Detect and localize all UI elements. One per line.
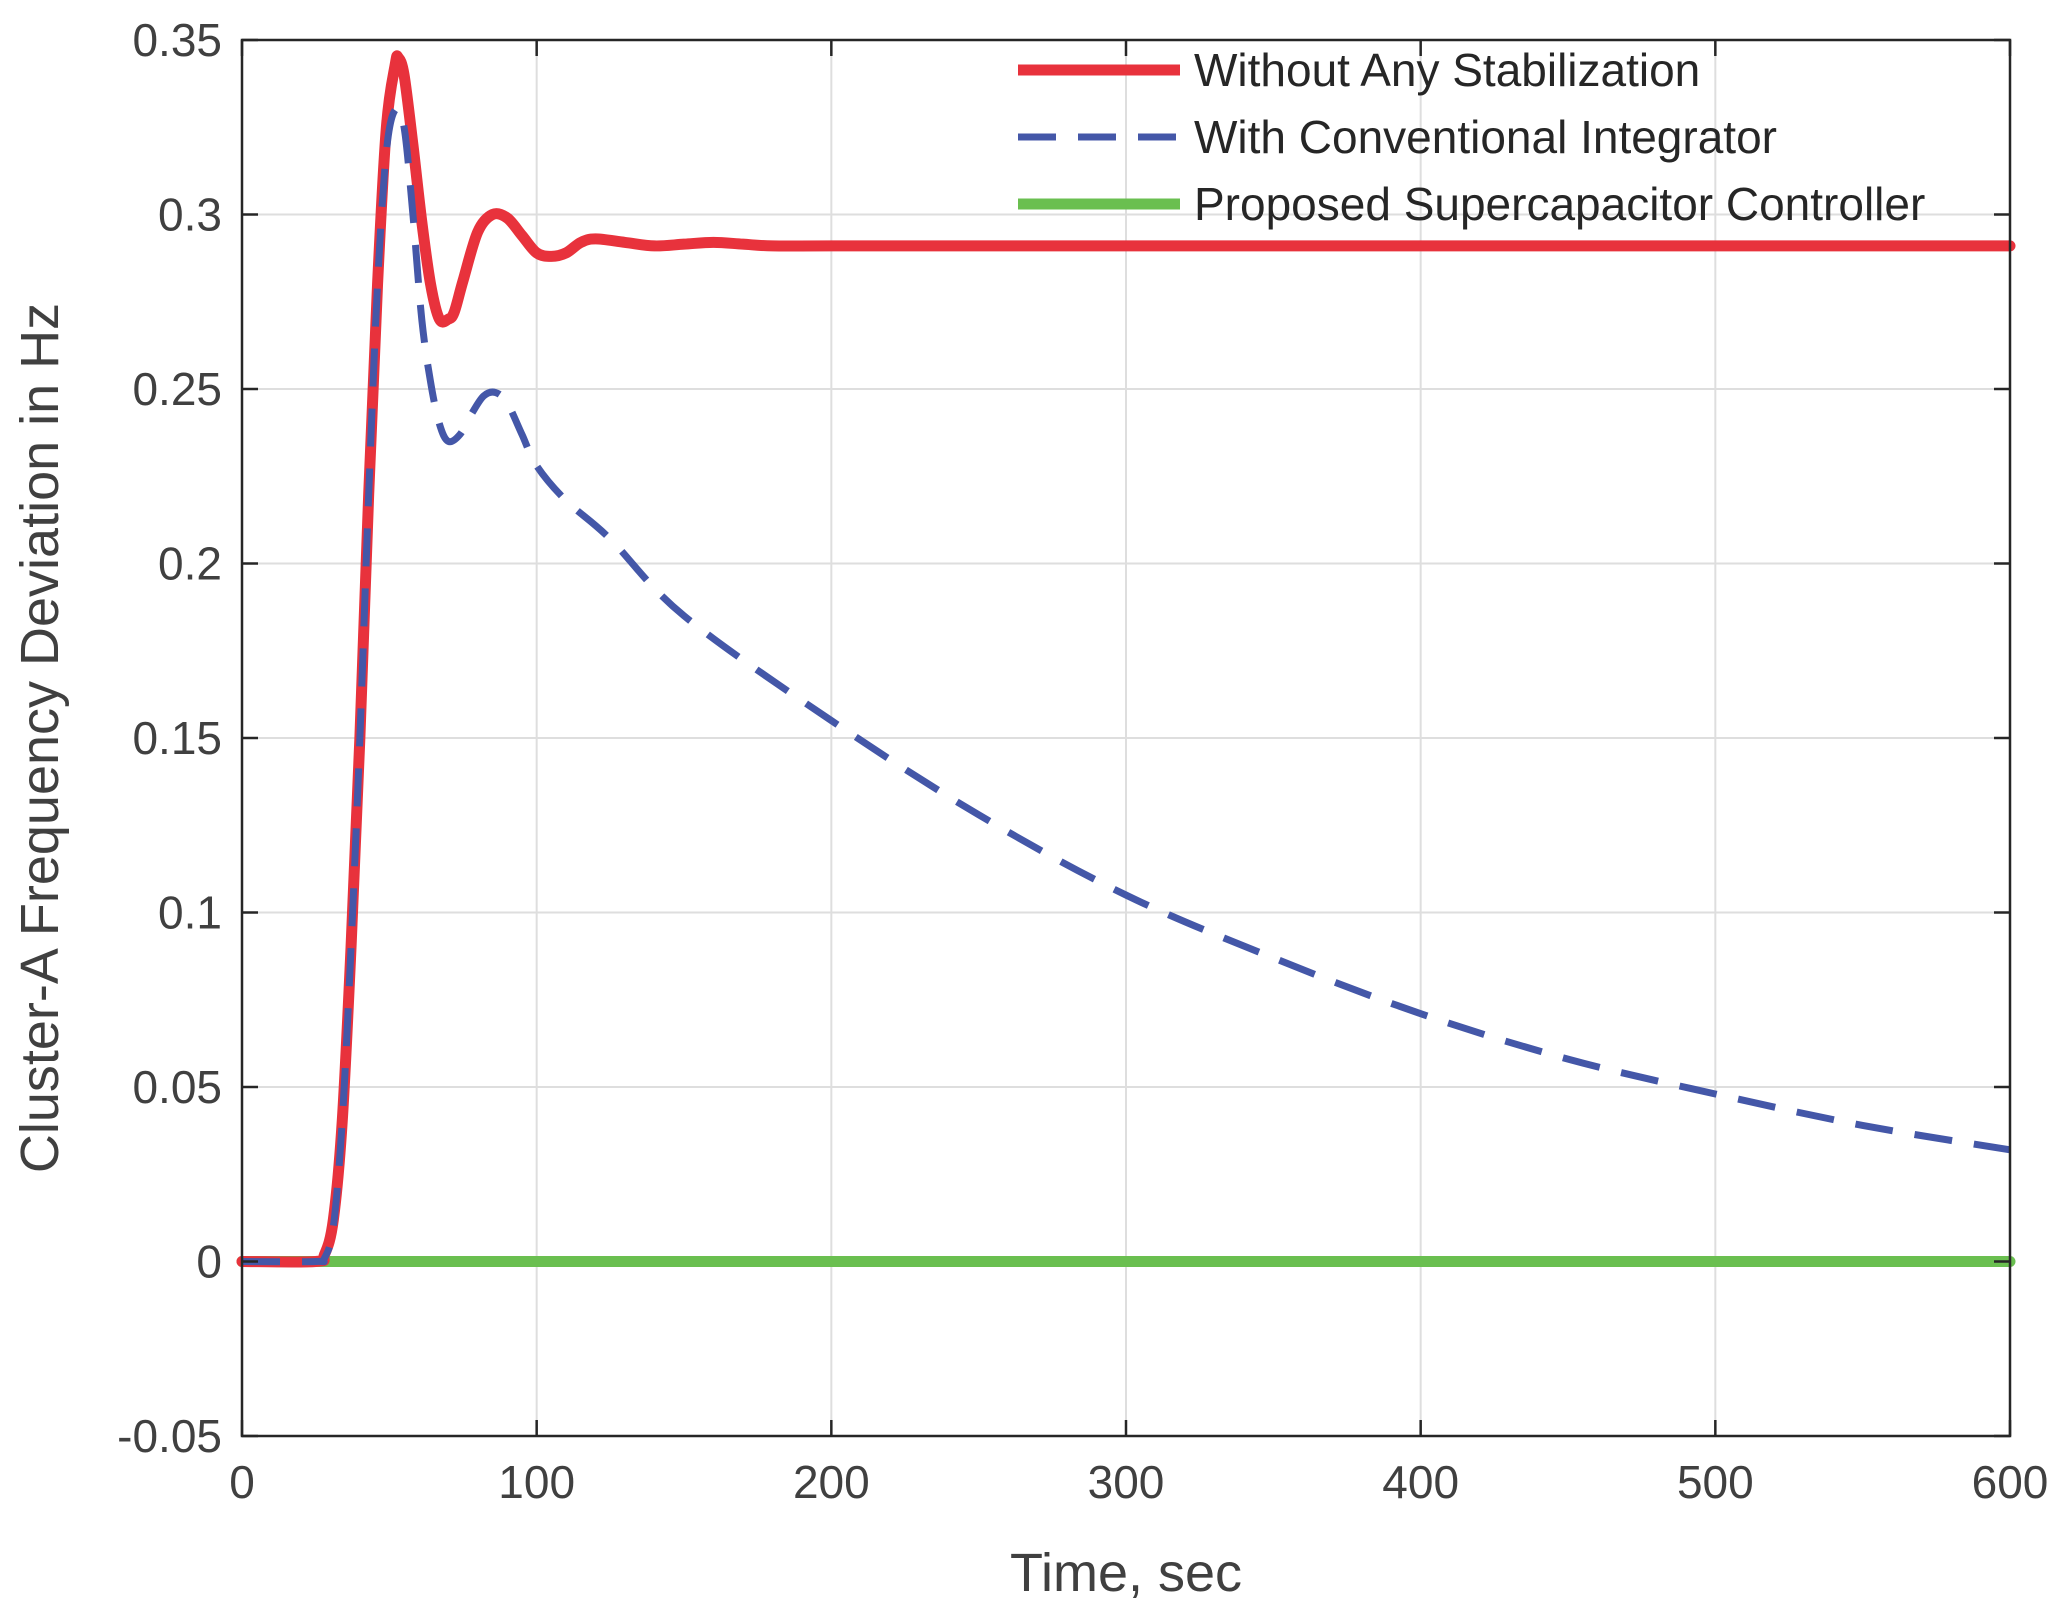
y-tick-label: 0.1 [158, 887, 222, 939]
x-tick-label: 600 [1972, 1456, 2049, 1508]
series-layer [236, 50, 2016, 1268]
series-line-2 [241, 104, 2011, 1266]
legend: Without Any Stabilization With Convention… [1018, 44, 1925, 230]
series-line-1 [236, 50, 2016, 1268]
legend-label-2: With Conventional Integrator [1194, 111, 1777, 163]
y-tick-label: -0.05 [117, 1410, 222, 1462]
y-tick-label: 0.15 [132, 712, 222, 764]
x-tick-label: 500 [1677, 1456, 1754, 1508]
y-tick-label: 0.25 [132, 363, 222, 415]
x-tick-label: 300 [1088, 1456, 1165, 1508]
x-tick-label: 200 [793, 1456, 870, 1508]
x-tick-labels: 0 100 200 300 400 500 600 [229, 1456, 2048, 1508]
y-tick-label: 0.05 [132, 1061, 222, 1113]
y-axis-label: Cluster-A Frequency Deviation in Hz [10, 303, 70, 1173]
x-tick-label: 100 [498, 1456, 575, 1508]
legend-label-1: Without Any Stabilization [1194, 44, 1700, 96]
y-tick-label: 0 [196, 1236, 222, 1288]
y-tick-label: 0.2 [158, 538, 222, 590]
x-tick-label: 0 [229, 1456, 255, 1508]
y-tick-label: 0.35 [132, 14, 222, 66]
y-tick-label: 0.3 [158, 189, 222, 241]
x-axis-label: Time, sec [1010, 1543, 1242, 1603]
x-tick-label: 400 [1382, 1456, 1459, 1508]
axis-ticks [240, 38, 2012, 1438]
y-tick-labels: -0.05 0 0.05 0.1 0.15 0.2 0.25 0.3 0.35 [117, 14, 222, 1462]
legend-label-3: Proposed Supercapacitor Controller [1194, 178, 1925, 230]
